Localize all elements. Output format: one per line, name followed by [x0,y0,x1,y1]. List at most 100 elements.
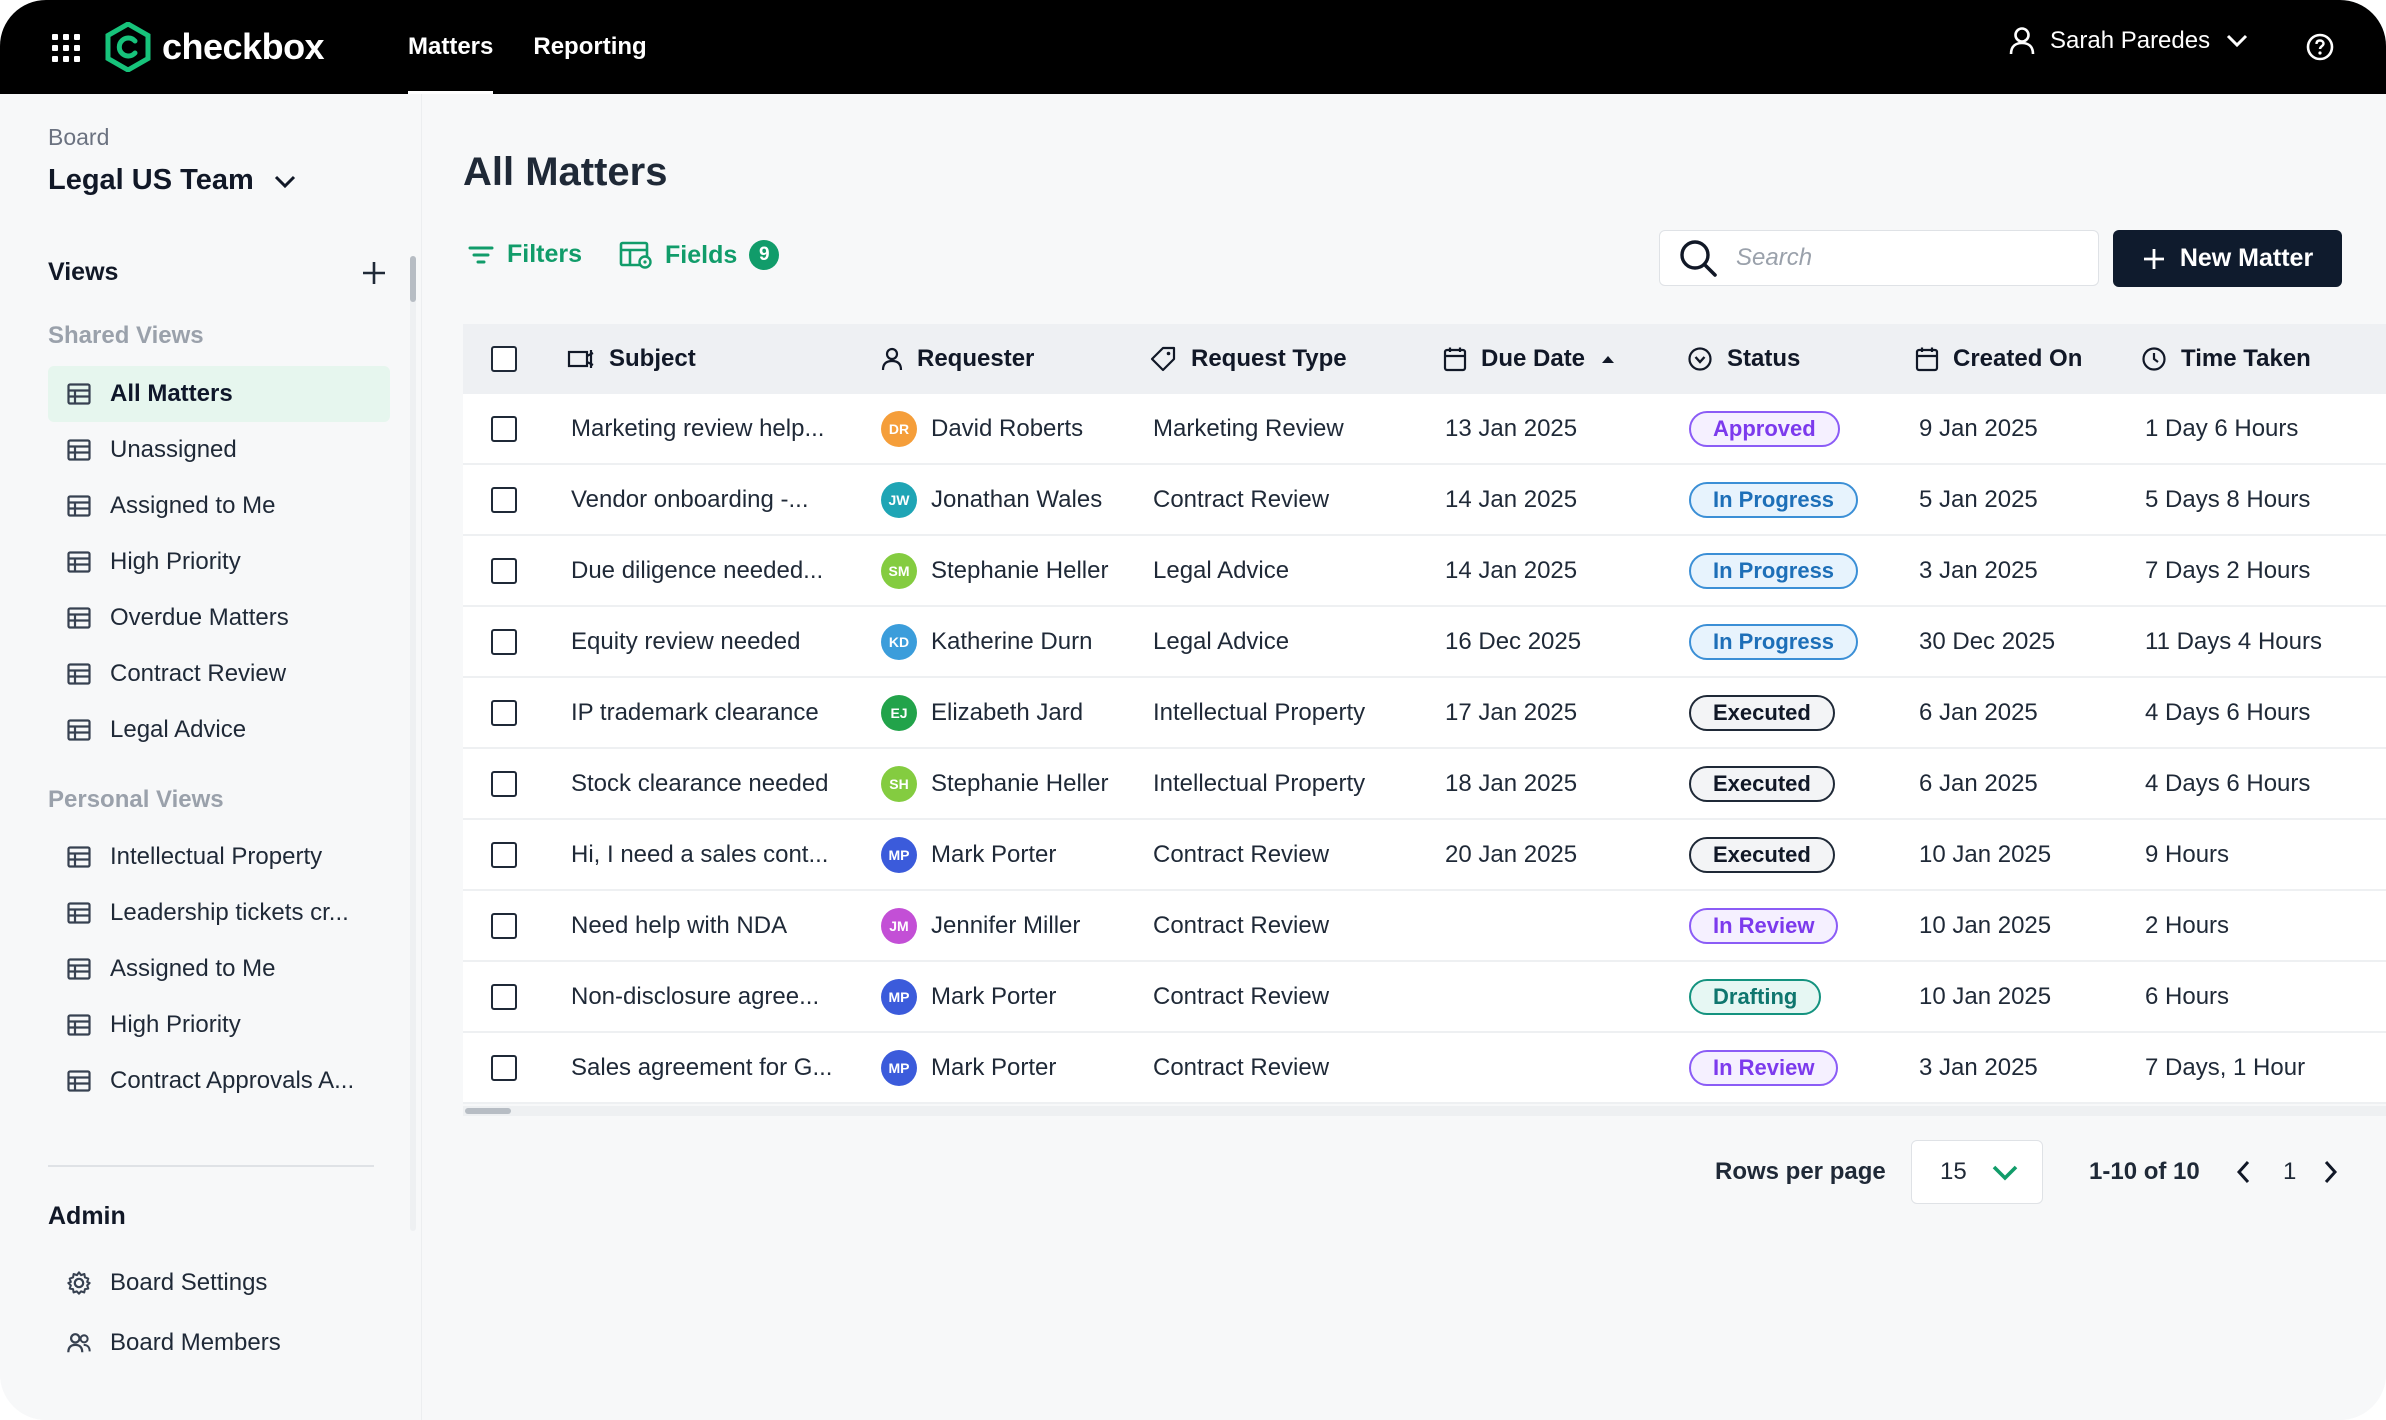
avatar: MP [881,978,917,1015]
view-item[interactable]: Leadership tickets cr... [48,885,390,941]
view-item-label: Intellectual Property [110,843,323,870]
subject-cell[interactable]: Marketing review help... [571,414,825,442]
avatar: MP [881,1049,917,1086]
requester-cell: SH Stephanie Heller [881,749,1108,818]
nav-reporting[interactable]: Reporting [533,33,647,60]
view-item[interactable]: Contract Approvals A... [48,1053,390,1109]
app-grid-icon[interactable] [52,34,80,62]
column-request-type[interactable]: Request Type [1149,324,1347,394]
table-row[interactable]: Vendor onboarding -... JW Jonathan Wales Co… [463,465,2386,536]
select-all-checkbox[interactable] [491,346,517,372]
avatar: SM [881,552,917,589]
table-row[interactable]: IP trademark clearance EJ Elizabeth Jard In… [463,678,2386,749]
sidebar-scrollbar[interactable] [410,256,416,302]
column-status[interactable]: Status [1687,324,1800,394]
table-scroll-track[interactable] [463,1106,2386,1116]
subject-cell[interactable]: Need help with NDA [571,911,788,939]
row-checkbox[interactable] [491,841,517,868]
row-checkbox[interactable] [491,912,517,939]
column-label: Created On [1953,345,2083,372]
table-row[interactable]: Equity review needed KD Katherine Durn Lega… [463,607,2386,678]
row-checkbox[interactable] [491,983,517,1010]
subject-cell[interactable]: IP trademark clearance [571,698,819,726]
row-checkbox[interactable] [491,1054,517,1081]
select-all-cell [491,324,517,394]
board-members-item[interactable]: Board Members [48,1313,390,1373]
column-requester[interactable]: Requester [881,324,1034,394]
subject-cell[interactable]: Hi, I need a sales cont... [571,840,829,868]
table-row[interactable]: Marketing review help... DR David Roberts M… [463,394,2386,465]
filters-button[interactable]: Filters [467,240,582,269]
row-checkbox-cell [491,891,517,960]
subject-cell[interactable]: Sales agreement for G... [571,1053,833,1081]
view-item-label: High Priority [110,1011,241,1038]
view-item[interactable]: Unassigned [48,422,390,478]
search-input[interactable] [1736,244,2096,272]
column-created-on[interactable]: Created On [1915,324,2082,394]
view-item[interactable]: All Matters [48,366,390,422]
row-checkbox[interactable] [491,770,517,797]
user-menu[interactable]: Sarah Paredes [2008,26,2250,56]
add-view-icon[interactable] [360,259,388,287]
row-checkbox-cell [491,607,517,676]
row-checkbox[interactable] [491,557,517,584]
view-item[interactable]: Contract Review [48,646,390,702]
board-members-label: Board Members [110,1329,281,1356]
table-row[interactable]: Sales agreement for G... MP Mark Porter Con… [463,1033,2386,1104]
table-row[interactable]: Need help with NDA JM Jennifer Miller Contr… [463,891,2386,962]
subject-cell[interactable]: Vendor onboarding -... [571,485,809,513]
board-settings-item[interactable]: Board Settings [48,1253,390,1313]
current-page[interactable]: 1 [2283,1158,2297,1185]
chevron-left-icon[interactable] [2233,1158,2255,1186]
status-cell: In Review [1689,891,1839,960]
table-header: Subject Requester Request Type Due Date [463,324,2386,394]
row-checkbox[interactable] [491,628,517,655]
row-checkbox[interactable] [491,415,517,442]
chevron-right-icon[interactable] [2319,1158,2341,1186]
table-row[interactable]: Hi, I need a sales cont... MP Mark Porter C… [463,820,2386,891]
subject-cell[interactable]: Non-disclosure agree... [571,982,820,1010]
view-item[interactable]: Assigned to Me [48,478,390,534]
requester-name: Jennifer Miller [931,911,1081,939]
sort-ascending-icon[interactable] [1599,352,1617,366]
subject-cell[interactable]: Equity review needed [571,627,801,655]
fields-button[interactable]: Fields 9 [619,240,780,270]
table-icon [67,1014,91,1036]
view-item[interactable]: Assigned to Me [48,941,390,997]
column-due-date[interactable]: Due Date [1443,324,1617,394]
board-selector[interactable]: Legal US Team [48,164,298,197]
table-row[interactable]: Stock clearance needed SH Stephanie Heller… [463,749,2386,820]
requester-cell: MP Mark Porter [881,820,1056,889]
row-checkbox[interactable] [491,486,517,513]
time-taken-cell: 4 Days 6 Hours [2145,769,2311,797]
requester-name: David Roberts [931,414,1084,442]
column-time-taken[interactable]: Time Taken [2141,324,2311,394]
nav-matters[interactable]: Matters [408,0,494,94]
requester-cell: KD Katherine Durn [881,607,1092,676]
view-item[interactable]: Legal Advice [48,702,390,758]
subject-cell[interactable]: Due diligence needed... [571,556,824,584]
help-icon[interactable] [2306,33,2334,61]
row-checkbox-cell [491,678,517,747]
created-on-cell: 10 Jan 2025 [1919,840,2052,868]
view-item-label: Contract Review [110,660,287,687]
main-content: All Matters Filters Fields 9 New Matter … [423,94,2386,1420]
view-item[interactable]: Overdue Matters [48,590,390,646]
table-row[interactable]: Due diligence needed... SM Stephanie Helle… [463,536,2386,607]
time-taken-cell: 6 Hours [2145,982,2230,1010]
sidebar-scroll-track[interactable] [410,256,416,1231]
rows-per-page-select[interactable]: 15 [1911,1140,2043,1204]
view-item[interactable]: High Priority [48,997,390,1053]
status-icon [1688,347,1712,371]
logo[interactable]: checkbox [104,22,325,72]
row-checkbox[interactable] [491,699,517,726]
view-item-label: Legal Advice [110,716,247,743]
table-row[interactable]: Non-disclosure agree... MP Mark Porter Cont… [463,962,2386,1033]
due-date-cell: 20 Jan 2025 [1445,840,1578,868]
subject-cell[interactable]: Stock clearance needed [571,769,829,797]
new-matter-button[interactable]: New Matter [2113,230,2342,287]
view-item[interactable]: High Priority [48,534,390,590]
column-subject[interactable]: Subject [567,324,696,394]
view-item[interactable]: Intellectual Property [48,829,390,885]
table-scrollbar[interactable] [465,1108,511,1114]
